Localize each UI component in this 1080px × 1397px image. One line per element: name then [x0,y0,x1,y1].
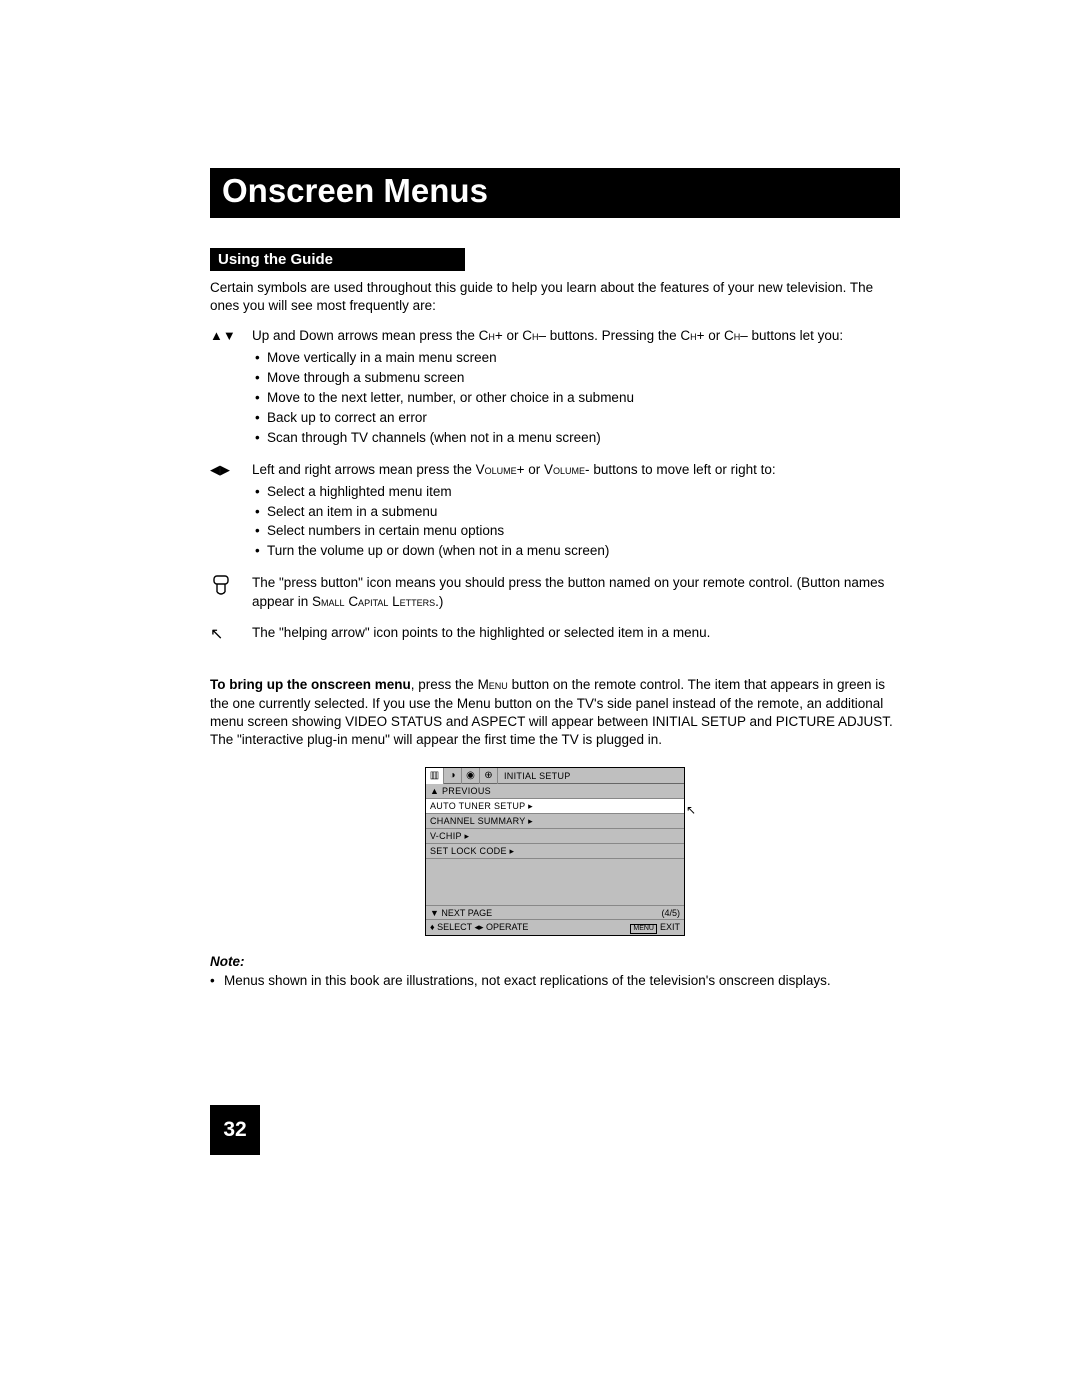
bold-lead: To bring up the onscreen menu [210,677,411,692]
note-text: Menus shown in this book are illustratio… [210,972,900,990]
text: buttons let you: [748,328,843,343]
leftright-description: Left and right arrows mean press the Vol… [252,461,900,562]
text: or [503,328,523,343]
pointer-description: The "helping arrow" icon points to the h… [252,624,900,646]
osd-menu-illustration: ▥ ◑ ◉ ⊕ INITIAL SETUP ▲ PREVIOUS AUTO TU… [425,767,685,936]
list-item: Move to the next letter, number, or othe… [267,389,900,408]
osd-tab-bar: ▥ ◑ ◉ ⊕ INITIAL SETUP [426,768,684,784]
text: .) [435,594,443,609]
list-item: Select a highlighted menu item [267,483,900,502]
osd-menu-row: V-CHIP ▸ [426,829,684,844]
text: Left and right arrows mean press the [252,462,476,477]
section-title: Using the Guide [210,248,465,271]
symbol-row-pointer: ↖ The "helping arrow" icon points to the… [210,624,900,646]
osd-menu-row: AUTO TUNER SETUP ▸ [426,799,684,814]
osd-previous-row: ▲ PREVIOUS [426,784,684,799]
menu-label: Menu [478,677,508,692]
text: or [525,462,545,477]
symbol-row-press: The "press button" icon means you should… [210,574,900,612]
page-number: 32 [210,1105,260,1155]
ch-plus-label: Ch+ [680,328,704,343]
ch-minus-label: Ch– [522,328,546,343]
symbol-row-leftright: ◀▶ Left and right arrows mean press the … [210,461,900,562]
manual-page: Onscreen Menus Using the Guide Certain s… [210,168,900,991]
osd-exit-label: EXIT [660,922,680,932]
osd-footer-left: ♦ SELECT ◂▸ OPERATE [430,922,528,933]
updown-arrows-icon: ▲▼ [210,327,252,448]
osd-tab-icon: ⊕ [480,768,498,784]
press-description: The "press button" icon means you should… [252,574,900,612]
osd-next-row: ▼ NEXT PAGE (4/5) [426,905,684,920]
osd-tab-label: INITIAL SETUP [498,771,571,781]
osd-tab-icon: ◑ [444,768,462,784]
osd-footer-right: MENUEXIT [630,922,680,934]
helping-arrow-icon: ↖ [686,803,696,817]
symbol-row-updown: ▲▼ Up and Down arrows mean press the Ch+… [210,327,900,448]
body-paragraph: To bring up the onscreen menu, press the… [210,676,900,749]
list-item: Scan through TV channels (when not in a … [267,429,900,448]
leftright-bullets: Select a highlighted menu item Select an… [252,483,900,562]
text: Up and Down arrows mean press the [252,328,479,343]
updown-description: Up and Down arrows mean press the Ch+ or… [252,327,900,448]
note-label: Note: [210,954,900,969]
text: buttons to move left or right to: [590,462,776,477]
list-item: Move through a submenu screen [267,369,900,388]
osd-tab-icon: ▥ [426,768,444,784]
osd-tab-icon: ◉ [462,768,480,784]
text: buttons. Pressing the [546,328,680,343]
small-caps-example: Small Capital Letters [312,594,435,609]
list-item: Back up to correct an error [267,409,900,428]
updown-bullets: Move vertically in a main menu screen Mo… [252,349,900,447]
list-item: Turn the volume up or down (when not in … [267,542,900,561]
osd-next-label: ▼ NEXT PAGE [430,908,492,918]
osd-footer-row: ♦ SELECT ◂▸ OPERATE MENUEXIT [426,920,684,935]
list-item: Move vertically in a main menu screen [267,349,900,368]
chapter-title: Onscreen Menus [210,168,900,218]
list-item: Select numbers in certain menu options [267,522,900,541]
osd-menu-box: MENU [630,924,657,934]
osd-menu-row: CHANNEL SUMMARY ▸ [426,814,684,829]
osd-page-indicator: (4/5) [661,908,680,918]
text: or [705,328,725,343]
osd-spacer [426,859,684,905]
press-button-icon [210,574,252,612]
osd-menu-row: SET LOCK CODE ▸ [426,844,684,859]
ch-minus-label: Ch– [724,328,748,343]
leftright-arrows-icon: ◀▶ [210,461,252,562]
volume-plus-label: Volume+ [476,462,525,477]
intro-paragraph: Certain symbols are used throughout this… [210,279,900,315]
ch-plus-label: Ch+ [479,328,503,343]
volume-minus-label: Volume- [544,462,590,477]
helping-arrow-icon: ↖ [210,624,252,646]
text: , press the [411,677,478,692]
list-item: Select an item in a submenu [267,503,900,522]
